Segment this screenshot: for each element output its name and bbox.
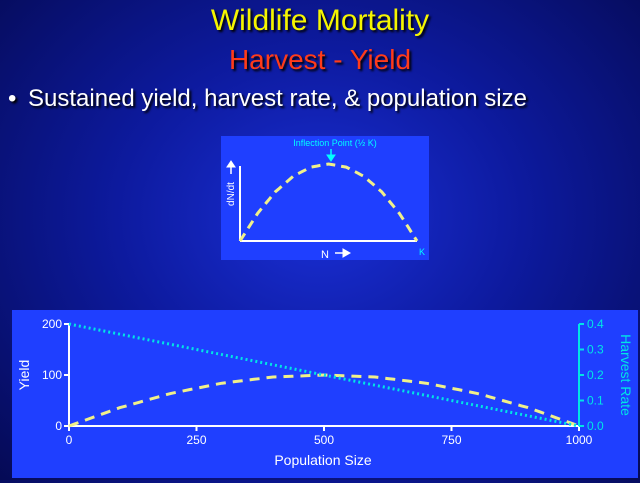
x-tick-label: 0 <box>66 433 73 447</box>
y2-tick-label: 0.3 <box>587 343 604 357</box>
inset-y-label: dN/dt <box>226 182 237 206</box>
x-ticks: 0 250 500 750 1000 <box>66 426 593 447</box>
inset-chart-svg: Inflection Point (½ K) dN/dt N K <box>226 138 425 261</box>
main-y-label: Yield <box>16 360 32 391</box>
y-tick-label: 0 <box>55 419 62 433</box>
bullet-item: • Sustained yield, harvest rate, & popula… <box>8 84 527 114</box>
inset-chart: Inflection Point (½ K) dN/dt N K <box>221 136 429 261</box>
main-chart-svg: 0 250 500 750 1000 0 100 200 0.0 0.1 0.2 0.3 0.4 P… <box>16 317 634 468</box>
inset-k-label: K <box>419 247 425 257</box>
y2-tick-label: 0.2 <box>587 368 604 382</box>
y-ticks: 0 100 200 <box>42 317 69 433</box>
x-tick-label: 1000 <box>566 433 593 447</box>
inset-x-label: N <box>321 249 329 260</box>
bullet-text: Sustained yield, harvest rate, & populat… <box>28 85 527 112</box>
y-tick-label: 200 <box>42 317 62 331</box>
x-tick-label: 250 <box>186 433 206 447</box>
x-tick-label: 500 <box>314 433 334 447</box>
y2-tick-label: 0.0 <box>587 419 604 433</box>
main-y2-label: Harvest Rate <box>618 334 634 416</box>
x-tick-label: 750 <box>441 433 461 447</box>
inset-x-arrow-icon <box>335 248 352 258</box>
yield-series-line <box>68 373 580 428</box>
inset-logistic-curve <box>238 162 419 242</box>
y2-tick-label: 0.1 <box>587 394 604 408</box>
inset-y-arrow-icon <box>226 160 236 174</box>
inflection-arrow-icon <box>326 149 336 162</box>
y2-ticks: 0.0 0.1 0.2 0.3 0.4 <box>579 317 604 433</box>
main-chart: 0 250 500 750 1000 0 100 200 0.0 0.1 0.2 0.3 0.4 P… <box>12 310 638 478</box>
harvest-rate-series-line <box>68 322 580 428</box>
inflection-annotation: Inflection Point (½ K) <box>293 138 377 148</box>
bullet-icon: • <box>8 85 17 112</box>
slide-subtitle: Harvest - Yield <box>228 44 412 75</box>
main-x-label: Population Size <box>274 452 372 468</box>
slide-title: Wildlife Mortality <box>210 4 430 37</box>
y2-tick-label: 0.4 <box>587 317 604 331</box>
y-tick-label: 100 <box>42 368 62 382</box>
